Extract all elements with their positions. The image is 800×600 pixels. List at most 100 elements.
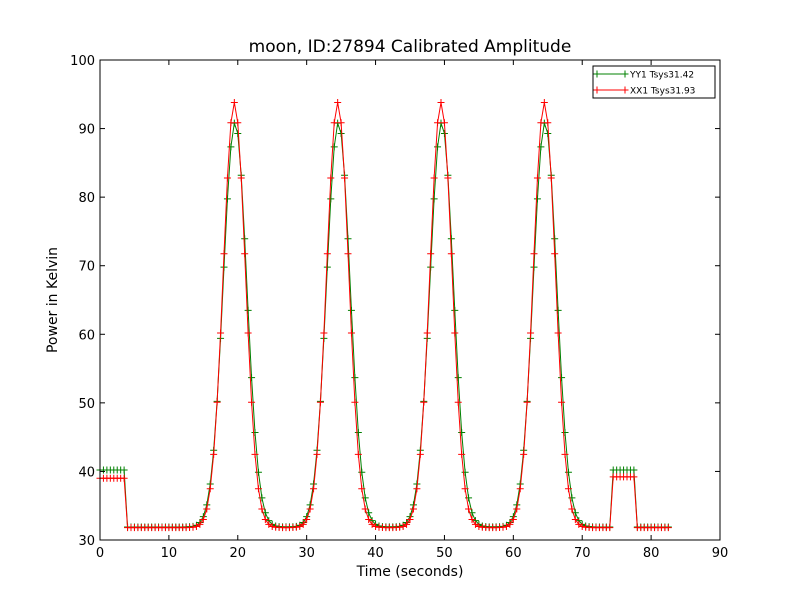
series-yy1-point	[223, 195, 231, 203]
series-xx1-point	[558, 398, 566, 406]
y-tick-label: 40	[78, 465, 95, 480]
series-xx1-point	[506, 520, 514, 528]
series-xx1-point	[213, 398, 221, 406]
series-xx1-point	[403, 520, 411, 528]
x-tick-label: 50	[436, 546, 453, 561]
y-tick-label: 90	[78, 123, 95, 138]
series-xx1-point	[306, 505, 314, 513]
series-xx1-point	[358, 485, 366, 493]
series-yy1-point	[630, 466, 638, 474]
series-xx1-point	[268, 523, 276, 531]
series-xx1-point	[334, 99, 342, 107]
series-xx1-point	[630, 473, 638, 481]
x-tick-label: 60	[505, 546, 522, 561]
series-xx1-point	[372, 523, 380, 531]
series-xx1-point	[434, 119, 442, 127]
series-yy1-point	[451, 306, 459, 314]
series-xx1-point	[454, 398, 462, 406]
series-xx1-point	[344, 250, 352, 258]
series-yy1-point	[337, 129, 345, 137]
series-xx1-point	[509, 516, 517, 524]
series-yy1-point	[447, 235, 455, 243]
legend-box	[592, 65, 716, 99]
series-yy1-point	[551, 235, 559, 243]
series-xx1-point	[244, 329, 252, 337]
series-xx1-point	[241, 250, 249, 258]
x-tick-label: 0	[96, 546, 104, 561]
x-tick-label: 10	[161, 546, 178, 561]
series-xx1-point	[568, 505, 576, 513]
series-xx1-point	[578, 523, 586, 531]
series-xx1-point	[223, 174, 231, 182]
series-xx1-point	[323, 250, 331, 258]
series-yy1-point	[120, 466, 128, 474]
y-tick-label: 60	[78, 328, 95, 343]
series-xx1-point	[206, 485, 214, 493]
series-yy1-point	[533, 195, 541, 203]
series-xx1-point	[540, 99, 548, 107]
series-xx1-point	[458, 450, 466, 458]
series-xx1-point	[299, 520, 307, 528]
series-yy1-point	[454, 374, 462, 382]
series-xx1-point	[437, 99, 445, 107]
series-xx1-point	[196, 520, 204, 528]
series-xx1-point	[533, 174, 541, 182]
y-tick-label: 50	[78, 397, 95, 412]
legend-marker-yy1	[621, 70, 629, 78]
series-yy1-point	[561, 429, 569, 437]
series-xx1-point	[258, 505, 266, 513]
series-xx1-point	[320, 329, 328, 337]
series-xx1-point	[203, 505, 211, 513]
series-yy1-point	[234, 129, 242, 137]
series-xx1-point	[254, 485, 262, 493]
plot-frame	[99, 59, 721, 541]
series-xx1-point	[475, 523, 483, 531]
series-xx1-point	[416, 450, 424, 458]
series-yy1-point	[244, 306, 252, 314]
series-yy1-point	[430, 195, 438, 203]
plot-area	[100, 60, 720, 540]
series-xx1-point	[230, 99, 238, 107]
series-xx1-point	[120, 474, 128, 482]
series-xx1-point	[440, 119, 448, 127]
series-yy1-point	[248, 374, 256, 382]
y-tick-label: 80	[78, 191, 95, 206]
series-xx1-point	[310, 485, 318, 493]
series-xx1-point	[527, 329, 535, 337]
y-tick-label: 70	[78, 260, 95, 275]
series-yy1-point	[434, 143, 442, 151]
series-xx1-point	[537, 119, 545, 127]
series-yy1-point	[344, 235, 352, 243]
x-tick-label: 40	[367, 546, 384, 561]
series-xx1-point	[227, 119, 235, 127]
series-xx1-point	[530, 250, 538, 258]
ticks-layer: 0 10 20 30 40 50 60 70 80 90 30 40 50 60 70 80 90 100	[70, 54, 728, 561]
series-xx1-point	[523, 398, 531, 406]
x-tick-label: 90	[712, 546, 729, 561]
series-yy1-point	[351, 374, 359, 382]
y-tick-label: 30	[78, 534, 95, 549]
series-xx1-point	[516, 485, 524, 493]
x-tick-label: 70	[574, 546, 591, 561]
series-xx1-point	[664, 524, 672, 532]
series-yy1-point	[537, 143, 545, 151]
x-tick-label: 80	[643, 546, 660, 561]
legend-label-yy1: YY1 Tsys31.42	[629, 71, 694, 81]
series-yy1-point	[358, 468, 366, 476]
series-xx1-point	[413, 485, 421, 493]
series-xx1-point	[564, 485, 572, 493]
series-xx1-point	[561, 450, 569, 458]
series-xx1-point	[427, 250, 435, 258]
series-xx1-point	[423, 329, 431, 337]
series-xx1-point	[316, 398, 324, 406]
series-xx1-point	[406, 516, 414, 524]
legend-marker-xx1	[621, 86, 629, 94]
series-layer	[96, 99, 672, 532]
series-xx1-point	[447, 250, 455, 258]
legend: YY1 Tsys31.42 XX1 Tsys31.93	[592, 65, 716, 99]
series-yy1-point	[558, 374, 566, 382]
x-tick-label: 30	[298, 546, 315, 561]
series-xx1-point	[420, 398, 428, 406]
chart-title: moon, ID:27894 Calibrated Amplitude	[249, 37, 572, 57]
